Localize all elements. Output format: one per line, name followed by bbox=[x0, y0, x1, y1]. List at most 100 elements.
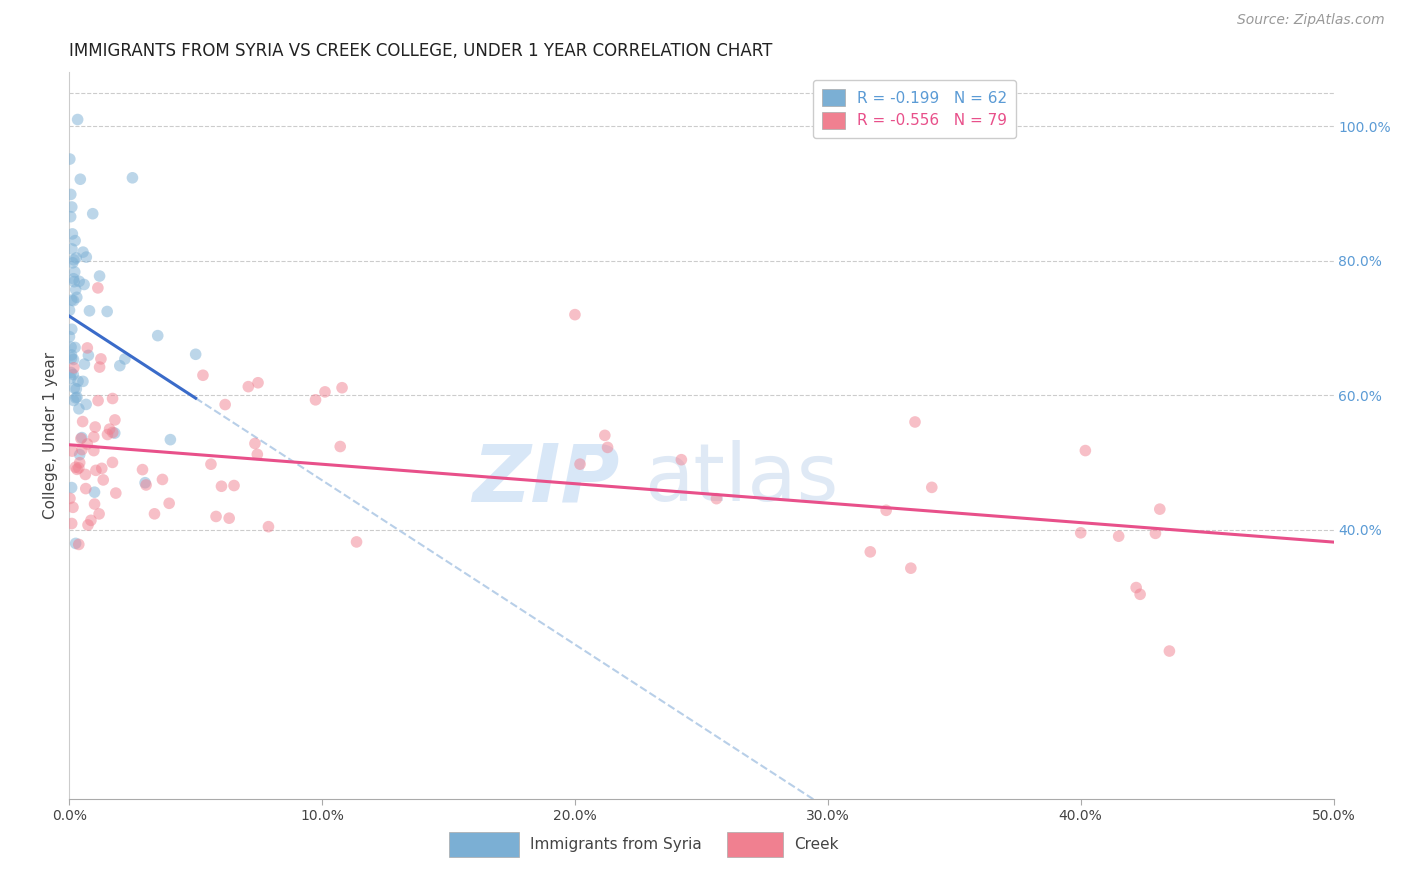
Point bbox=[214, 398, 236, 412]
Point bbox=[75, 250, 97, 264]
Point bbox=[184, 347, 207, 361]
Point bbox=[75, 467, 97, 482]
Point bbox=[67, 537, 90, 551]
Point bbox=[60, 444, 83, 458]
Point bbox=[62, 256, 84, 270]
Point bbox=[67, 401, 90, 416]
Point bbox=[146, 328, 169, 343]
Point bbox=[67, 274, 90, 288]
Point bbox=[1108, 529, 1130, 543]
Point bbox=[1144, 526, 1167, 541]
Point bbox=[101, 455, 124, 469]
Point bbox=[596, 441, 619, 455]
Point bbox=[904, 415, 927, 429]
Point bbox=[63, 381, 86, 395]
Point bbox=[96, 304, 118, 318]
Point bbox=[1125, 581, 1147, 595]
Text: Immigrants from Syria: Immigrants from Syria bbox=[530, 837, 702, 852]
Point bbox=[72, 245, 94, 260]
Point bbox=[135, 478, 157, 492]
Point bbox=[60, 227, 83, 241]
Point bbox=[60, 348, 83, 362]
Point bbox=[77, 348, 100, 362]
Point bbox=[157, 496, 180, 510]
Point bbox=[247, 376, 270, 390]
Point bbox=[104, 486, 127, 500]
Point bbox=[73, 357, 96, 371]
Point bbox=[63, 265, 86, 279]
Point bbox=[243, 436, 266, 450]
Y-axis label: College, Under 1 year: College, Under 1 year bbox=[44, 352, 58, 519]
Point bbox=[222, 478, 245, 492]
Point bbox=[63, 341, 86, 355]
Point bbox=[83, 430, 105, 444]
Point bbox=[63, 275, 86, 289]
Point bbox=[72, 415, 94, 429]
Point bbox=[63, 252, 86, 267]
Point bbox=[70, 442, 93, 457]
Point bbox=[104, 426, 127, 441]
Point bbox=[671, 452, 693, 467]
Point bbox=[59, 371, 82, 385]
Point bbox=[63, 234, 86, 248]
Point bbox=[59, 152, 82, 166]
Point bbox=[62, 500, 84, 515]
Point bbox=[859, 545, 882, 559]
Point bbox=[70, 432, 93, 446]
Point bbox=[83, 485, 105, 500]
Point bbox=[96, 427, 118, 442]
Point bbox=[83, 443, 105, 458]
Point bbox=[72, 375, 94, 389]
Point bbox=[65, 391, 87, 405]
Point bbox=[875, 503, 897, 517]
Point bbox=[87, 507, 110, 521]
Point bbox=[205, 509, 228, 524]
Point bbox=[70, 431, 93, 445]
Point bbox=[65, 283, 87, 297]
Point bbox=[58, 329, 80, 343]
Point bbox=[62, 293, 84, 308]
Point bbox=[79, 303, 101, 318]
Point bbox=[1129, 587, 1152, 601]
Point bbox=[191, 368, 214, 383]
Point bbox=[121, 170, 143, 185]
Point bbox=[330, 381, 353, 395]
Point bbox=[1159, 644, 1181, 658]
Point bbox=[60, 200, 83, 214]
Point bbox=[67, 374, 90, 388]
Point bbox=[87, 281, 110, 295]
Point bbox=[66, 390, 89, 404]
Point bbox=[83, 497, 105, 511]
Point bbox=[104, 413, 127, 427]
Point bbox=[84, 463, 107, 477]
Point bbox=[66, 290, 89, 304]
Point bbox=[114, 351, 136, 366]
Point bbox=[69, 172, 91, 186]
Point bbox=[1149, 502, 1171, 516]
Point bbox=[65, 382, 87, 396]
Point bbox=[60, 481, 83, 495]
Point bbox=[60, 293, 83, 307]
Point bbox=[60, 366, 83, 380]
Point bbox=[75, 482, 97, 496]
Point bbox=[304, 392, 326, 407]
Point bbox=[69, 456, 91, 470]
Point bbox=[65, 460, 87, 475]
Point bbox=[67, 461, 90, 475]
Point bbox=[59, 187, 82, 202]
Point bbox=[98, 422, 121, 436]
Point bbox=[346, 535, 368, 549]
Point bbox=[66, 462, 89, 476]
Point bbox=[82, 207, 104, 221]
Point bbox=[246, 447, 269, 461]
Point bbox=[60, 340, 83, 354]
Point bbox=[91, 473, 114, 487]
Point bbox=[63, 360, 86, 375]
Point bbox=[65, 251, 87, 265]
Point bbox=[134, 475, 156, 490]
Point bbox=[65, 536, 87, 550]
Point bbox=[200, 457, 222, 471]
Point bbox=[84, 420, 107, 434]
Point bbox=[69, 448, 91, 462]
Point bbox=[58, 303, 80, 318]
